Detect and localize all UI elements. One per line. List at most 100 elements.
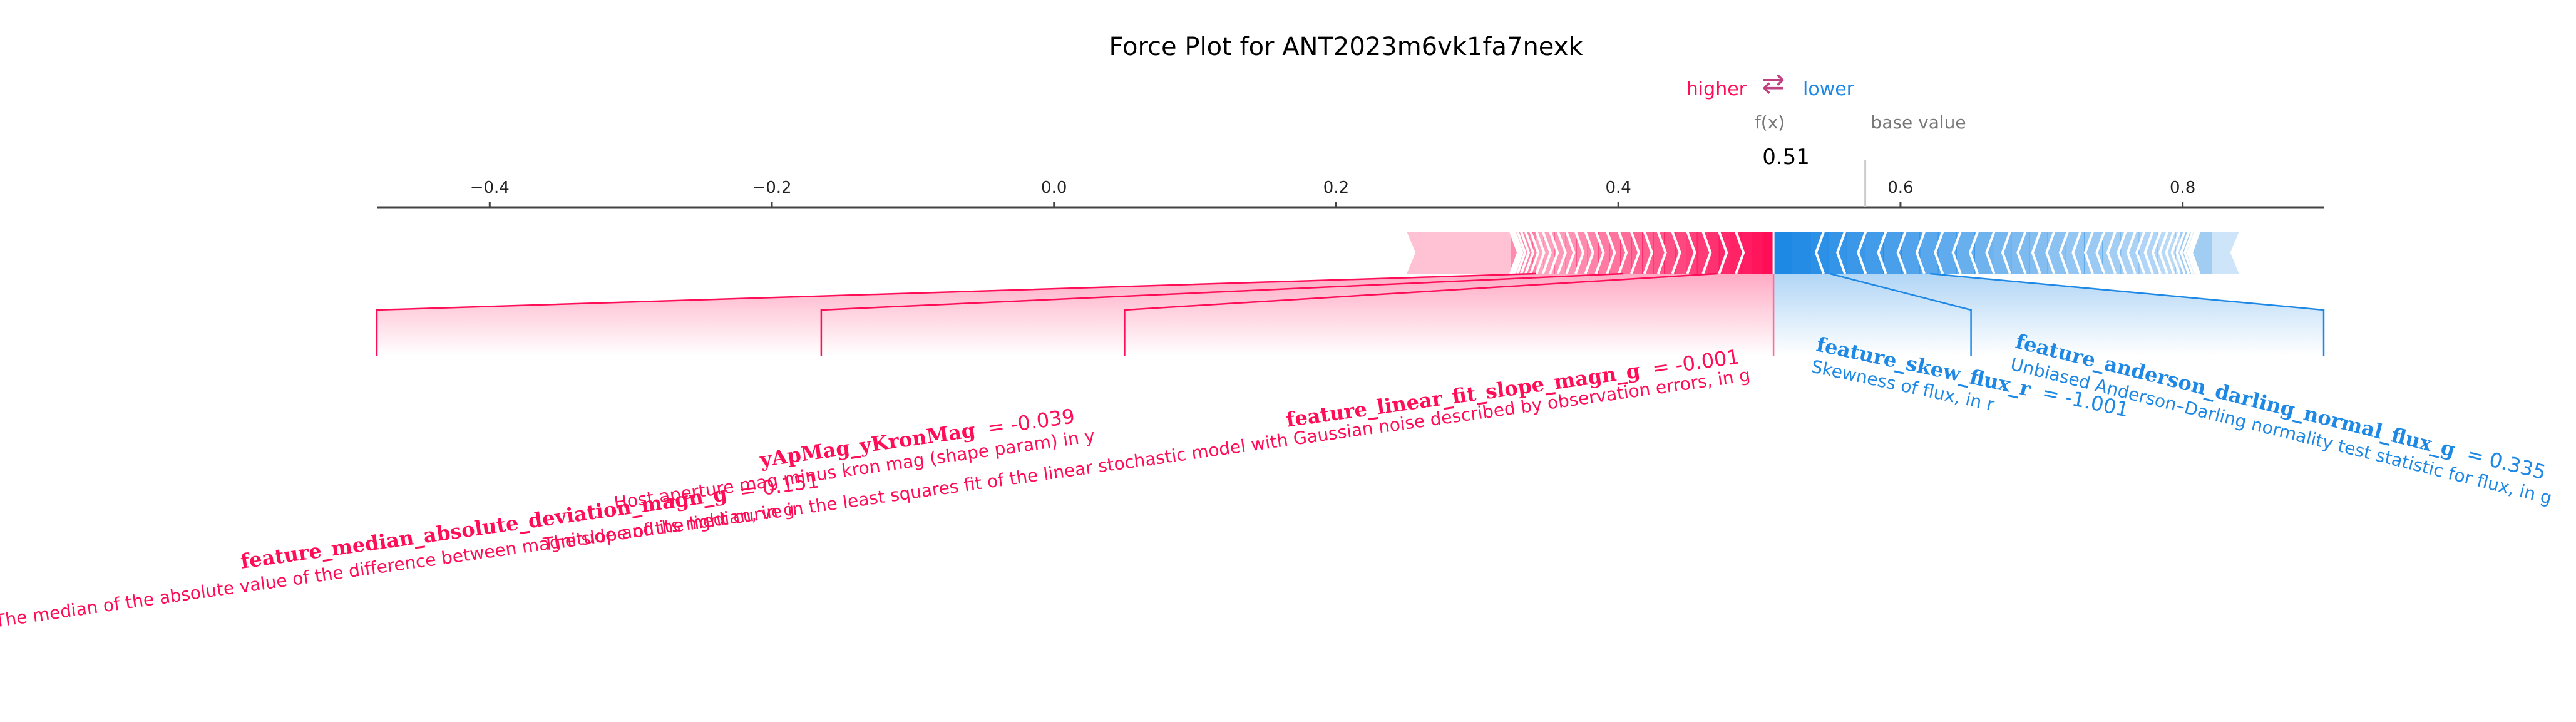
positive-separator xyxy=(1606,231,1616,274)
negative-segment xyxy=(1864,232,1884,274)
x-tick-label: 0.6 xyxy=(1887,178,1913,197)
negative-segment xyxy=(1974,232,1994,274)
feature-connectors xyxy=(376,272,2325,356)
negative-separator xyxy=(2151,231,2162,274)
negative-separator xyxy=(1836,231,1847,274)
negative-segment xyxy=(2065,232,2085,274)
negative-separator xyxy=(1951,231,1962,274)
fx-label: f(x) xyxy=(1755,112,1785,133)
negative-separator xyxy=(1915,231,1926,274)
positive-separator xyxy=(1513,231,1524,274)
positive-separator xyxy=(1618,231,1628,274)
positive-separator xyxy=(1535,231,1546,274)
positive-connector xyxy=(376,272,1536,356)
positive-separator xyxy=(1511,231,1522,274)
negative-separator xyxy=(1877,231,1887,274)
positive-segment xyxy=(1554,232,1566,274)
positive-separator xyxy=(1701,231,1712,274)
positive-connector xyxy=(820,272,1624,356)
positive-separator xyxy=(1509,231,1521,274)
negative-separator xyxy=(2183,231,2194,274)
negative-separator xyxy=(1896,231,1907,274)
negative-separator xyxy=(1814,231,1825,274)
negative-separator xyxy=(1968,231,1979,274)
positive-segment xyxy=(1686,232,1698,274)
negative-separator xyxy=(2058,231,2069,274)
positive-separator xyxy=(1656,231,1667,274)
negative-connector xyxy=(1929,272,2325,356)
base-value-label: base value xyxy=(1871,112,1966,133)
positive-separator xyxy=(1516,231,1527,274)
positive-segment xyxy=(1664,232,1676,274)
positive-separator xyxy=(1541,231,1552,274)
negative-segment xyxy=(1810,232,1829,274)
positive-separator xyxy=(1584,231,1594,274)
negative-separator xyxy=(2186,231,2197,274)
x-tick-label: 0.8 xyxy=(2170,178,2195,197)
positive-segment xyxy=(1642,232,1654,274)
negative-separator xyxy=(2165,231,2175,274)
negative-separator xyxy=(2143,231,2154,274)
positive-connector xyxy=(1124,272,1718,356)
negative-separator xyxy=(2126,231,2137,274)
positive-separator xyxy=(1735,231,1745,274)
positive-separator xyxy=(1556,231,1567,274)
negative-connector xyxy=(1829,272,1972,356)
fx-value: 0.51 xyxy=(1762,145,1810,170)
positive-segment xyxy=(1708,232,1720,274)
positive-separator xyxy=(1565,231,1576,274)
x-axis-ticks: −0.4 −0.2 0.0 0.2 0.4 0.6 0.8 xyxy=(470,178,2195,207)
negative-separator xyxy=(2158,231,2169,274)
force-bars xyxy=(1407,231,2239,274)
positive-separator xyxy=(1718,231,1728,274)
legend-lower: lower xyxy=(1803,78,1855,100)
negative-separator xyxy=(2095,231,2106,274)
negative-segment xyxy=(1773,232,1793,274)
positive-separator xyxy=(1529,231,1540,274)
negative-separator xyxy=(2071,231,2082,274)
negative-separator xyxy=(1857,231,1867,274)
positive-separator xyxy=(1643,231,1653,274)
positive-segment xyxy=(1565,232,1578,274)
positive-segment xyxy=(1730,232,1742,274)
x-tick-label: 0.4 xyxy=(1606,178,1631,197)
negative-separator xyxy=(2180,231,2190,274)
negative-segment xyxy=(1956,232,1975,274)
positive-separator xyxy=(1671,231,1681,274)
feature-labels: feature_median_absolute_deviation_magn_g… xyxy=(0,329,2554,632)
negative-separator xyxy=(1985,231,1996,274)
negative-separator xyxy=(2016,231,2027,274)
positive-separator xyxy=(1630,231,1641,274)
negative-segment xyxy=(1792,232,1811,274)
positive-segment xyxy=(1752,232,1763,274)
positive-separator xyxy=(1524,231,1535,274)
pos-feature-2-description: The slope of the light curve in the leas… xyxy=(541,364,1752,555)
negative-separator xyxy=(2189,231,2199,274)
positive-separator xyxy=(1549,231,1559,274)
negative-separator xyxy=(2045,231,2056,274)
x-tick-label: 0.2 xyxy=(1323,178,1349,197)
negative-separator xyxy=(2117,231,2127,274)
negative-separator xyxy=(2106,231,2117,274)
negative-separator xyxy=(2031,231,2041,274)
positive-segment xyxy=(1740,232,1753,274)
positive-separator xyxy=(1520,231,1531,274)
positive-connector-shade xyxy=(377,274,1774,356)
positive-segment xyxy=(1696,232,1709,274)
x-tick-label: −0.4 xyxy=(470,178,510,197)
negative-separator xyxy=(2001,231,2011,274)
legend-higher: higher xyxy=(1686,78,1747,100)
chart-title: Force Plot for ANT2023m6vk1fa7nexk xyxy=(1109,33,1583,61)
negative-segment xyxy=(2083,232,2103,274)
positive-segment xyxy=(1653,232,1665,274)
positive-separator xyxy=(1686,231,1696,274)
neg-feature-1-description: Unbiased Anderson–Darling normality test… xyxy=(2008,354,2554,508)
negative-separator xyxy=(2190,231,2200,274)
negative-separator xyxy=(2175,231,2186,274)
negative-segment xyxy=(2011,232,2030,274)
negative-separator xyxy=(2170,231,2181,274)
negative-separator xyxy=(2083,231,2094,274)
negative-segment xyxy=(2047,232,2066,274)
x-tick-label: 0.0 xyxy=(1041,178,1067,197)
